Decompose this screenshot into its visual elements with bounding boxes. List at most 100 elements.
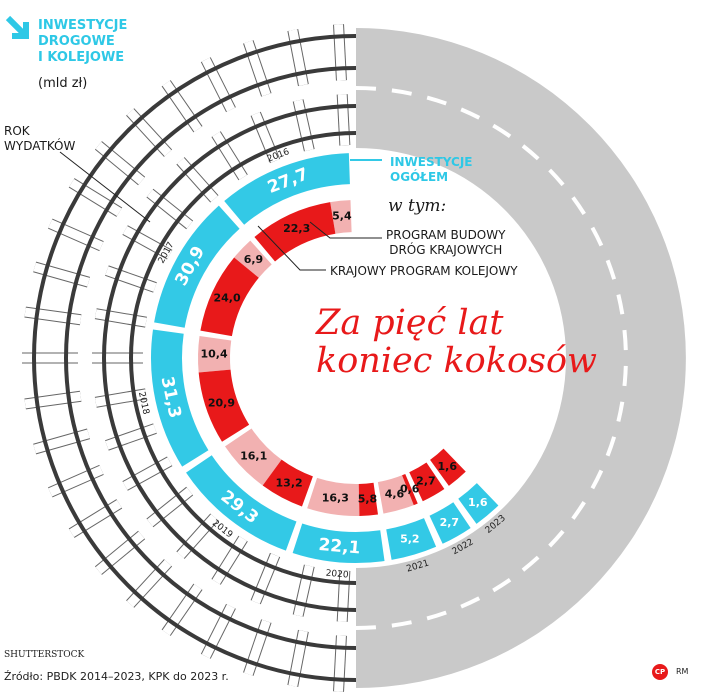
bar-rail-2021: [377, 475, 414, 514]
value-label-total-2020: 22,1: [318, 535, 362, 559]
publisher-logo: CP: [652, 664, 668, 680]
author-initials: RM: [676, 667, 689, 676]
rail-sleeper: [334, 635, 346, 692]
legend-rail: KRAJOWY PROGRAM KOLEJOWY: [330, 264, 518, 278]
year-axis-label-line-2: WYDATKÓW: [4, 139, 76, 153]
rail-sleeper: [147, 487, 193, 527]
legend-total: INWESTYCJE OGÓŁEM: [390, 155, 473, 185]
legend-total-line-1: INWESTYCJE: [390, 155, 473, 169]
headline: Za pięć lat koniec kokosów: [316, 304, 597, 380]
rail-sleeper: [162, 80, 202, 132]
rail-line: [102, 104, 357, 612]
header-unit: (mld zł): [38, 76, 88, 91]
rail-sleeper: [105, 424, 157, 450]
bar-total-2017: [154, 205, 240, 328]
leader-lines: [59, 151, 382, 271]
rail-sleeper: [337, 94, 350, 146]
rail-sleeper: [147, 189, 193, 229]
rail-sleeper: [95, 531, 145, 575]
rail-line: [129, 131, 357, 585]
publisher-logo-text: CP: [654, 668, 666, 676]
year-axis-label-line-1: ROK: [4, 124, 30, 138]
bar-rail-2016: [330, 200, 352, 234]
bar-roads-2018: [198, 369, 250, 442]
bar-roads-2022: [409, 462, 445, 502]
header-arrow-icon: [4, 14, 32, 46]
rail-sleeper: [244, 40, 271, 97]
rail-sleeper: [94, 309, 147, 327]
rail-sleeper: [251, 112, 280, 163]
value-label-roads-2022: 2,7: [416, 475, 436, 488]
bar-rail-2019: [225, 428, 282, 486]
rail-sleeper: [201, 604, 235, 659]
bar-total-2020: [292, 523, 385, 563]
value-label-roads-2017: 24,0: [213, 292, 240, 305]
bar-rail-2017: [234, 240, 272, 278]
bar-total-2016: [224, 153, 350, 225]
road-background: [355, 28, 686, 688]
legend-roads-line-2: DRÓG KRAJOWYCH: [389, 243, 503, 257]
value-label-rail-2021: 4,6: [385, 488, 405, 501]
rail-sleeper: [48, 219, 104, 251]
leader-roads: [309, 221, 382, 239]
value-label-roads-2018: 20,9: [208, 396, 235, 409]
header-title-line-1: INWESTYCJE: [38, 18, 128, 33]
bar-total-2018: [151, 329, 209, 467]
rail-sleeper: [33, 262, 90, 287]
bar-total-2022: [429, 502, 471, 544]
outer-track: [22, 24, 357, 692]
leader-year: [59, 151, 151, 223]
rail-line: [32, 34, 357, 682]
bar-total-2021: [386, 518, 437, 560]
rail-sleeper: [293, 564, 314, 617]
rail-sleeper: [69, 178, 122, 217]
legend-total-line-2: OGÓŁEM: [390, 170, 449, 184]
value-label-total-2022: 2,7: [440, 516, 460, 529]
rail-sleeper: [251, 553, 280, 604]
rail-sleeper: [94, 389, 147, 407]
rail-sleeper: [293, 99, 314, 152]
bar-roads-2021: [402, 473, 418, 506]
rail-sleeper: [201, 57, 235, 112]
value-label-total-2021: 5,2: [400, 533, 420, 546]
legend-roads: PROGRAM BUDOWY DRÓG KRAJOWYCH: [386, 228, 505, 258]
rail-sleeper: [334, 24, 346, 81]
rail-sleeper: [212, 536, 247, 585]
rail-sleeper: [48, 465, 104, 497]
legend-subheading: w tym:: [388, 196, 447, 216]
value-label-rail-2018: 10,4: [200, 348, 227, 361]
value-label-rail-2019: 16,1: [240, 449, 267, 462]
bar-total-2023: [458, 483, 499, 524]
rail-sleeper: [105, 266, 157, 292]
header-title: INWESTYCJE DROGOWE I KOLEJOWE: [38, 18, 127, 66]
total-investment-ring: [151, 153, 499, 563]
rail-sleeper: [337, 570, 350, 622]
rail-sleeper: [122, 226, 172, 259]
rail-sleeper: [126, 108, 172, 157]
bar-roads-2020: [358, 482, 378, 516]
rail-sleeper: [33, 429, 90, 454]
rail-sleeper: [244, 619, 271, 676]
photo-credit: SHUTTERSTOCK: [4, 650, 85, 660]
year-axis-label: ROK WYDATKÓW: [4, 124, 75, 154]
value-label-roads-2023: 1,6: [438, 460, 458, 473]
bar-roads-2017: [200, 257, 259, 337]
header-title-line-2: DROGOWE: [38, 34, 115, 49]
value-label-rail-2017: 6,9: [244, 253, 264, 266]
bar-rail-2020: [307, 477, 360, 517]
rail-sleeper: [288, 630, 308, 687]
rail-sleeper: [126, 559, 172, 608]
railway-background: [22, 24, 357, 692]
rail-line: [64, 66, 357, 650]
rail-sleeper: [122, 457, 172, 490]
rail-sleeper: [212, 131, 247, 180]
headline-line-1: Za pięć lat: [316, 303, 504, 343]
rail-sleeper: [69, 499, 122, 538]
value-label-roads-2016: 22,3: [283, 222, 310, 235]
bar-rail-2018: [198, 336, 232, 373]
year-label-2020: 2020: [325, 569, 349, 581]
bar-roads-2016: [254, 202, 336, 262]
breakdown-ring: [198, 200, 466, 517]
value-label-rail-2016: 5,4: [332, 210, 352, 223]
